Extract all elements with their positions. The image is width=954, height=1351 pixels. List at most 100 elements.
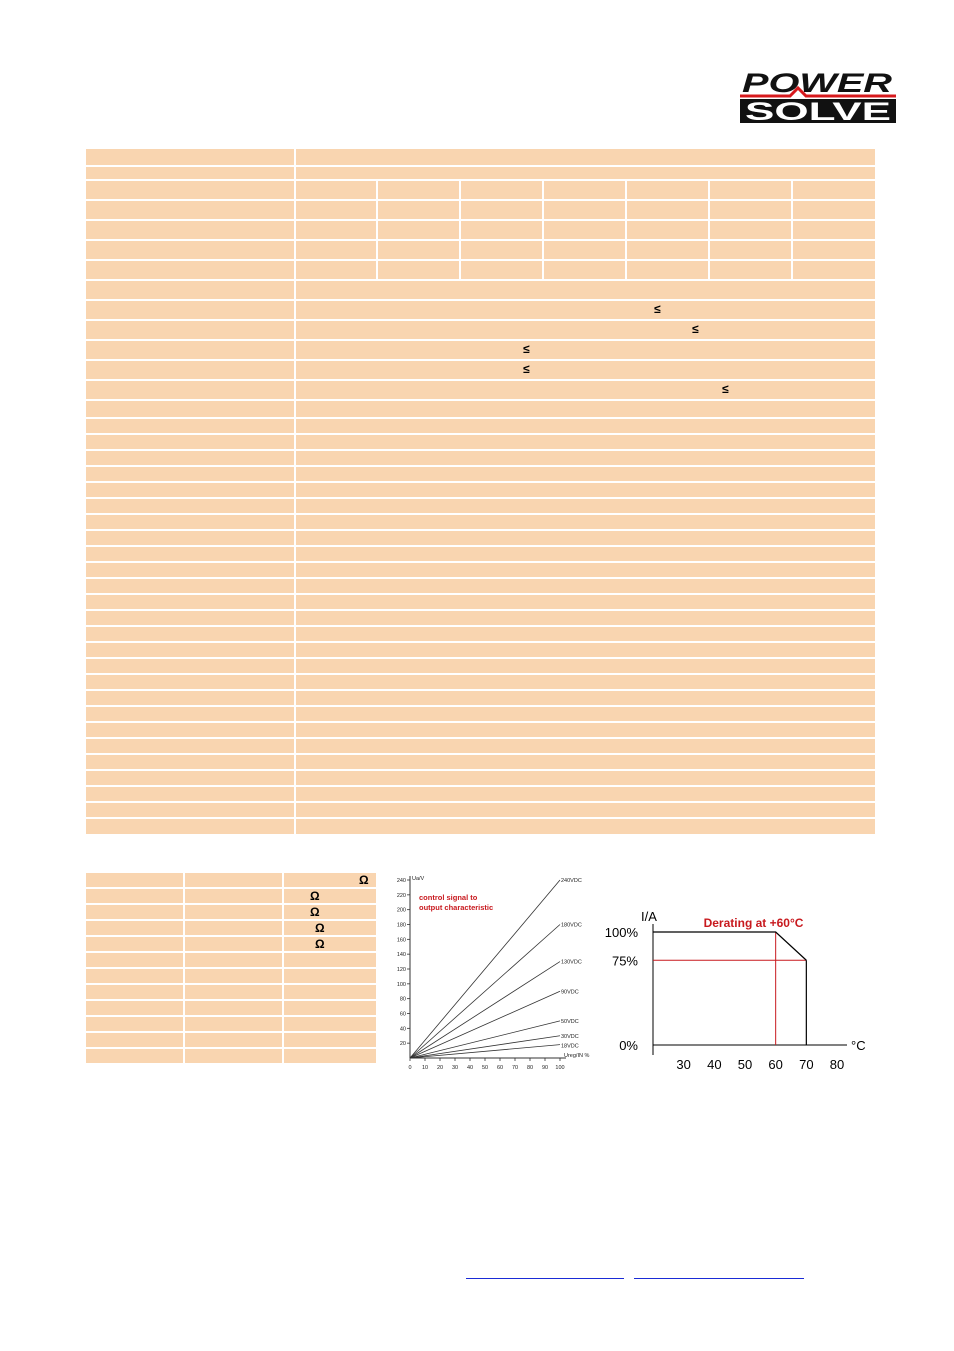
chart-title: Derating at +60°C: [704, 916, 804, 930]
column-divider: [542, 261, 544, 279]
x-tick-label: 70: [799, 1057, 813, 1072]
footer-link-1[interactable]: [466, 1268, 624, 1279]
spec-row: ≤: [86, 341, 875, 359]
column-divider: [294, 381, 296, 399]
spec-row: [86, 771, 875, 785]
ohm-symbol: Ω: [315, 921, 325, 935]
resistance-cell: [185, 1001, 282, 1015]
column-divider: [294, 531, 296, 545]
spec-row: [86, 483, 875, 497]
resistance-cell: [86, 905, 183, 919]
column-divider: [183, 969, 185, 983]
series-label: 90VDC: [561, 989, 579, 995]
column-divider: [294, 301, 296, 319]
column-divider: [294, 181, 296, 199]
derating-curve: [653, 931, 807, 961]
spec-row: [86, 787, 875, 801]
y-tick-label: 240: [397, 878, 406, 884]
x-tick-label: 50: [738, 1057, 752, 1072]
resistance-cell: [284, 985, 376, 999]
column-divider: [183, 1033, 185, 1047]
column-divider: [183, 889, 185, 903]
column-divider: [708, 241, 710, 259]
column-divider: [294, 167, 296, 179]
resistance-cell: [185, 921, 282, 935]
resistance-row: [86, 953, 376, 967]
column-divider: [708, 181, 710, 199]
resistance-row: [86, 1033, 376, 1047]
y-tick-label: 20: [400, 1041, 406, 1047]
spec-row: [86, 467, 875, 481]
series-line: [409, 879, 561, 1059]
x-tick-label: 60: [768, 1057, 782, 1072]
spec-row: [86, 531, 875, 545]
column-divider: [294, 261, 296, 279]
x-axis-label: Ureg/IN %: [564, 1053, 589, 1059]
x-tick-label: 80: [830, 1057, 844, 1072]
spec-row: [86, 627, 875, 641]
column-divider: [282, 889, 284, 903]
resistance-row: Ω: [86, 873, 376, 887]
resistance-cell: [284, 969, 376, 983]
spec-row: ≤: [86, 361, 875, 379]
x-tick-label: 30: [452, 1065, 458, 1070]
spec-row: ≤: [86, 321, 875, 339]
resistance-row: Ω: [86, 905, 376, 919]
column-divider: [459, 181, 461, 199]
spec-row: [86, 819, 875, 834]
resistance-cell: [86, 873, 183, 887]
x-tick-label: 40: [467, 1065, 473, 1070]
series-line: [409, 990, 561, 1059]
x-tick-label: 40: [707, 1057, 721, 1072]
column-divider: [183, 953, 185, 967]
spec-row: [86, 659, 875, 673]
column-divider: [183, 873, 185, 887]
y-tick-label: 120: [397, 967, 406, 973]
column-divider: [294, 803, 296, 817]
column-divider: [791, 181, 793, 199]
column-divider: [294, 341, 296, 359]
resistance-cell: [284, 937, 376, 951]
column-divider: [625, 241, 627, 259]
control-signal-chart: 20 40 60 80 100 120 140 160 180 200 220 240 0 10 20 30 4…: [397, 876, 589, 1070]
spec-row: [86, 401, 875, 417]
column-divider: [294, 467, 296, 481]
series-label: 240VDC: [561, 878, 582, 884]
resistance-cell: [86, 1033, 183, 1047]
resistance-cell: [185, 969, 282, 983]
spec-row: [86, 691, 875, 705]
resistance-row: [86, 969, 376, 983]
y-tick-label: 75%: [612, 953, 638, 968]
footer-link-2[interactable]: [634, 1268, 804, 1279]
column-divider: [294, 361, 296, 379]
column-divider: [542, 181, 544, 199]
y-tick-label: 60: [400, 1012, 406, 1018]
column-divider: [294, 691, 296, 705]
spec-row: [86, 221, 875, 239]
column-divider: [282, 1049, 284, 1063]
series-label: 130VDC: [561, 960, 582, 966]
resistance-cell: [86, 1001, 183, 1015]
column-divider: [294, 723, 296, 737]
resistance-row: Ω: [86, 889, 376, 903]
column-divider: [183, 1049, 185, 1063]
leq-symbol: ≤: [692, 322, 699, 336]
y-tick-label: 100: [397, 982, 406, 988]
column-divider: [183, 1017, 185, 1031]
resistance-row: [86, 1001, 376, 1015]
column-divider: [294, 149, 296, 165]
column-divider: [282, 969, 284, 983]
leq-symbol: ≤: [523, 342, 530, 356]
power-solve-logo: POWER SOLVE: [740, 68, 896, 124]
x-tick-label: 0: [408, 1065, 411, 1070]
logo-solve-text: SOLVE: [745, 98, 891, 124]
resistance-cell: [284, 921, 376, 935]
ohm-symbol: Ω: [310, 889, 320, 903]
spec-row: [86, 707, 875, 721]
column-divider: [294, 611, 296, 625]
x-tick-label: 80: [527, 1065, 533, 1070]
resistance-row: [86, 985, 376, 999]
series-label: 18VDC: [561, 1044, 579, 1050]
ohm-symbol: Ω: [315, 937, 325, 951]
ohm-symbol: Ω: [310, 905, 320, 919]
